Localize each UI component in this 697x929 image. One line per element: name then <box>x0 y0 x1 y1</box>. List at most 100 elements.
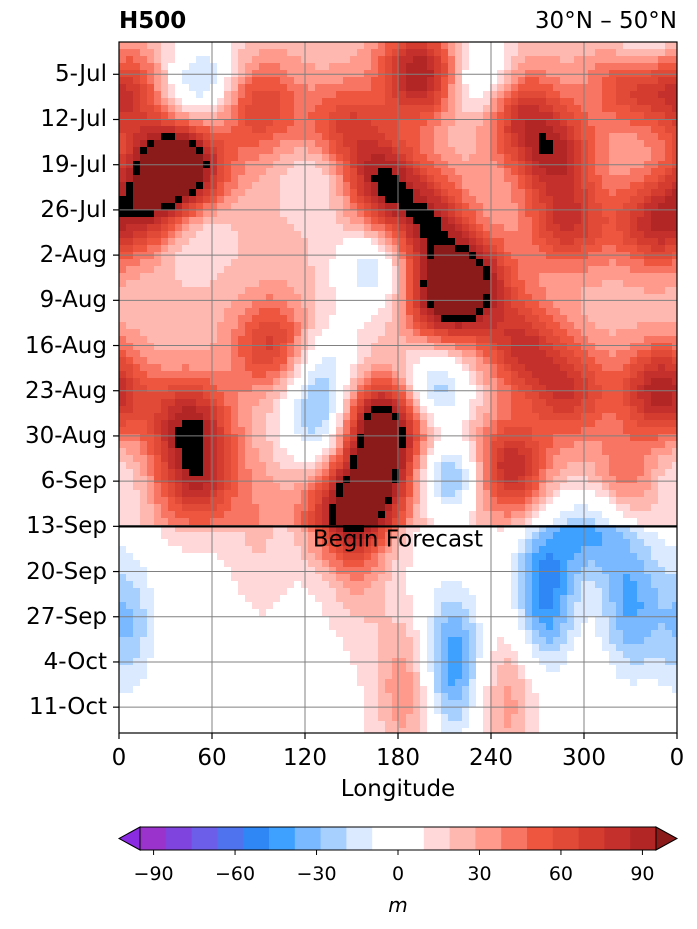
field-cell <box>469 280 476 287</box>
field-cell <box>252 168 259 175</box>
field-cell <box>147 203 154 210</box>
field-cell <box>462 56 469 63</box>
field-cell <box>224 350 231 357</box>
field-cell <box>119 70 126 77</box>
field-cell <box>336 98 343 105</box>
field-cell <box>406 364 413 371</box>
field-cell <box>511 224 518 231</box>
field-cell <box>525 217 532 224</box>
field-cell <box>294 497 301 504</box>
field-cell <box>455 119 462 126</box>
field-cell <box>560 217 567 224</box>
field-cell <box>231 210 238 217</box>
field-cell <box>602 280 609 287</box>
field-cell <box>322 301 329 308</box>
field-cell <box>385 455 392 462</box>
field-cell <box>273 259 280 266</box>
field-cell <box>637 245 644 252</box>
field-cell <box>511 406 518 413</box>
field-cell <box>364 329 371 336</box>
field-cell <box>294 231 301 238</box>
field-cell <box>511 231 518 238</box>
field-cell <box>490 364 497 371</box>
field-cell <box>637 140 644 147</box>
field-cell <box>490 469 497 476</box>
field-cell <box>609 301 616 308</box>
field-cell <box>280 168 287 175</box>
field-cell <box>119 84 126 91</box>
field-cell <box>322 175 329 182</box>
field-cell <box>420 147 427 154</box>
field-cell <box>273 217 280 224</box>
field-cell <box>119 49 126 56</box>
field-cell <box>609 140 616 147</box>
field-cell <box>371 217 378 224</box>
field-cell <box>245 490 252 497</box>
field-cell <box>532 119 539 126</box>
field-cell <box>434 378 441 385</box>
field-cell <box>448 126 455 133</box>
field-cell <box>231 469 238 476</box>
field-cell <box>154 147 161 154</box>
field-cell <box>623 49 630 56</box>
field-cell <box>434 462 441 469</box>
field-cell <box>595 336 602 343</box>
field-cell <box>329 140 336 147</box>
field-cell <box>532 343 539 350</box>
field-cell <box>623 462 630 469</box>
field-cell <box>224 119 231 126</box>
field-cell <box>630 357 637 364</box>
field-cell <box>182 441 189 448</box>
field-cell <box>490 413 497 420</box>
field-cell <box>182 294 189 301</box>
field-cell <box>392 231 399 238</box>
field-cell <box>539 441 546 448</box>
field-cell <box>224 497 231 504</box>
field-cell <box>644 483 651 490</box>
field-cell <box>294 469 301 476</box>
field-cell <box>371 406 378 413</box>
field-cell <box>315 238 322 245</box>
field-cell <box>357 196 364 203</box>
field-cell <box>623 56 630 63</box>
field-cell <box>623 119 630 126</box>
field-cell <box>273 175 280 182</box>
field-cell <box>665 280 672 287</box>
field-cell <box>357 154 364 161</box>
field-cell <box>525 392 532 399</box>
field-cell <box>343 105 350 112</box>
field-cell <box>266 406 273 413</box>
field-cell <box>546 119 553 126</box>
field-cell <box>175 273 182 280</box>
field-cell <box>364 126 371 133</box>
field-cell <box>343 224 350 231</box>
field-cell <box>420 259 427 266</box>
field-cell <box>294 427 301 434</box>
field-cell <box>336 154 343 161</box>
field-cell <box>154 154 161 161</box>
field-cell <box>378 168 385 175</box>
field-cell <box>343 385 350 392</box>
field-cell <box>133 413 140 420</box>
field-cell <box>497 196 504 203</box>
field-cell <box>322 182 329 189</box>
field-cell <box>427 378 434 385</box>
field-cell <box>252 49 259 56</box>
field-cell <box>133 287 140 294</box>
field-cell <box>420 210 427 217</box>
field-cell <box>434 231 441 238</box>
field-cell <box>441 490 448 497</box>
field-cell <box>119 259 126 266</box>
field-cell <box>364 56 371 63</box>
field-cell <box>658 126 665 133</box>
field-cell <box>266 189 273 196</box>
field-cell <box>231 420 238 427</box>
field-cell <box>616 301 623 308</box>
field-cell <box>287 112 294 119</box>
field-cell <box>427 420 434 427</box>
field-cell <box>469 441 476 448</box>
field-cell <box>483 441 490 448</box>
field-cell <box>357 483 364 490</box>
field-cell <box>469 203 476 210</box>
field-cell <box>651 238 658 245</box>
